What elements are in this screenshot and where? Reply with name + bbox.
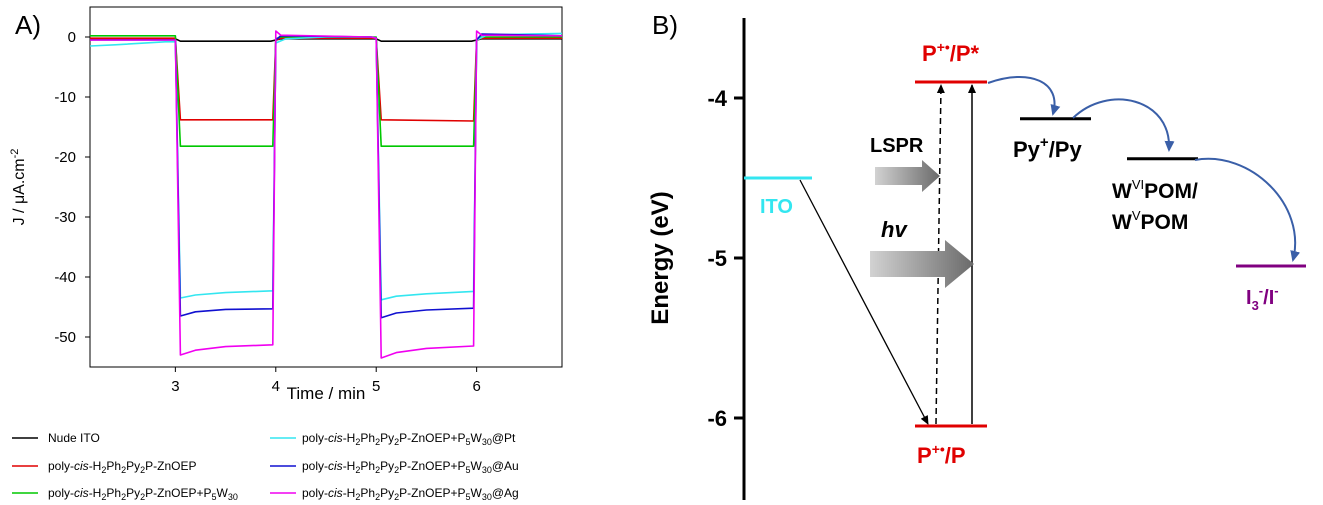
y-tick-label: -10 bbox=[54, 89, 76, 106]
legend-item-au: poly-cis-H2Ph2Py2P-ZnOEP+P5W30@Au bbox=[270, 459, 519, 475]
legend-label: poly-cis-H2Ph2Py2P-ZnOEP+P5W30@Ag bbox=[302, 486, 519, 502]
chart-a: 0 -10 -20 -30 -40 -50 3 4 5 6 bbox=[54, 6, 563, 395]
ito-to-p-arrow bbox=[799, 179, 929, 425]
legend-label: poly-cis-H2Ph2Py2P-ZnOEP+P5W30 bbox=[48, 486, 238, 502]
energy-tick-label: -5 bbox=[707, 246, 727, 271]
y-tick-label: -30 bbox=[54, 209, 76, 226]
energy-axis-label: Energy (eV) bbox=[647, 191, 674, 324]
legend-item-zn: poly-cis-H2Ph2Py2P-ZnOEP bbox=[12, 459, 196, 475]
energy-tick-label: -4 bbox=[707, 86, 727, 111]
legend: Nude ITO poly-cis-H2Ph2Py2P-ZnOEP poly-c… bbox=[12, 431, 519, 502]
legend-label: poly-cis-H2Ph2Py2P-ZnOEP+P5W30@Au bbox=[302, 459, 519, 475]
legend-label: poly-cis-H2Ph2Py2P-ZnOEP bbox=[48, 459, 196, 475]
plot-frame bbox=[89, 6, 563, 368]
p-ground-label: P+•/P bbox=[917, 441, 966, 468]
x-tick-label: 3 bbox=[171, 378, 179, 395]
y-tick-label: -50 bbox=[54, 329, 76, 346]
legend-item-pt: poly-cis-H2Ph2Py2P-ZnOEP+P5W30@Pt bbox=[270, 431, 516, 447]
transfer-arrow-2 bbox=[1072, 98, 1175, 152]
y-tick-label: -20 bbox=[54, 149, 76, 166]
x-tick-label: 5 bbox=[372, 378, 380, 395]
hv-arrow-icon bbox=[870, 240, 974, 288]
legend-label: Nude ITO bbox=[48, 431, 100, 445]
chart-b: -4 -5 -6 Energy (eV) LSPR hv ITO P+•/P* P+… bbox=[647, 18, 1306, 500]
y-tick-label: -40 bbox=[54, 269, 76, 286]
py-level-label: Py+/Py bbox=[1013, 134, 1082, 162]
series-line-5 bbox=[90, 30, 562, 359]
lspr-excitation-arrow bbox=[935, 84, 945, 425]
legend-item-p5w30: poly-cis-H2Ph2Py2P-ZnOEP+P5W30 bbox=[12, 486, 238, 502]
legend-label: poly-cis-H2Ph2Py2P-ZnOEP+P5W30@Pt bbox=[302, 431, 516, 447]
legend-item-ag: poly-cis-H2Ph2Py2P-ZnOEP+P5W30@Ag bbox=[270, 486, 519, 502]
y-tick-label: 0 bbox=[68, 29, 76, 46]
x-tick-label: 6 bbox=[472, 378, 480, 395]
panel-a-label: A) bbox=[15, 10, 41, 40]
ito-level-label: ITO bbox=[760, 196, 793, 218]
y-axis-label: J / μA.cm-2 bbox=[9, 149, 28, 226]
panel-b-label: B) bbox=[652, 10, 678, 40]
hv-label: hv bbox=[881, 217, 908, 242]
x-axis-label: Time / min bbox=[287, 384, 366, 403]
transfer-arrow-3 bbox=[1194, 157, 1301, 262]
p-excited-label: P+•/P* bbox=[922, 39, 980, 66]
iodide-level-label: I3-/I- bbox=[1246, 283, 1279, 313]
transfer-arrow-1 bbox=[987, 75, 1061, 116]
legend-item-nude-ito: Nude ITO bbox=[12, 431, 100, 445]
x-tick-label: 4 bbox=[272, 378, 280, 395]
lspr-label: LSPR bbox=[870, 135, 924, 157]
wvi-pom-label: WVIPOM/ bbox=[1112, 177, 1198, 203]
wv-pom-label: WVPOM bbox=[1112, 208, 1188, 234]
lspr-arrow-icon bbox=[875, 160, 940, 192]
energy-tick-label: -6 bbox=[707, 406, 727, 431]
